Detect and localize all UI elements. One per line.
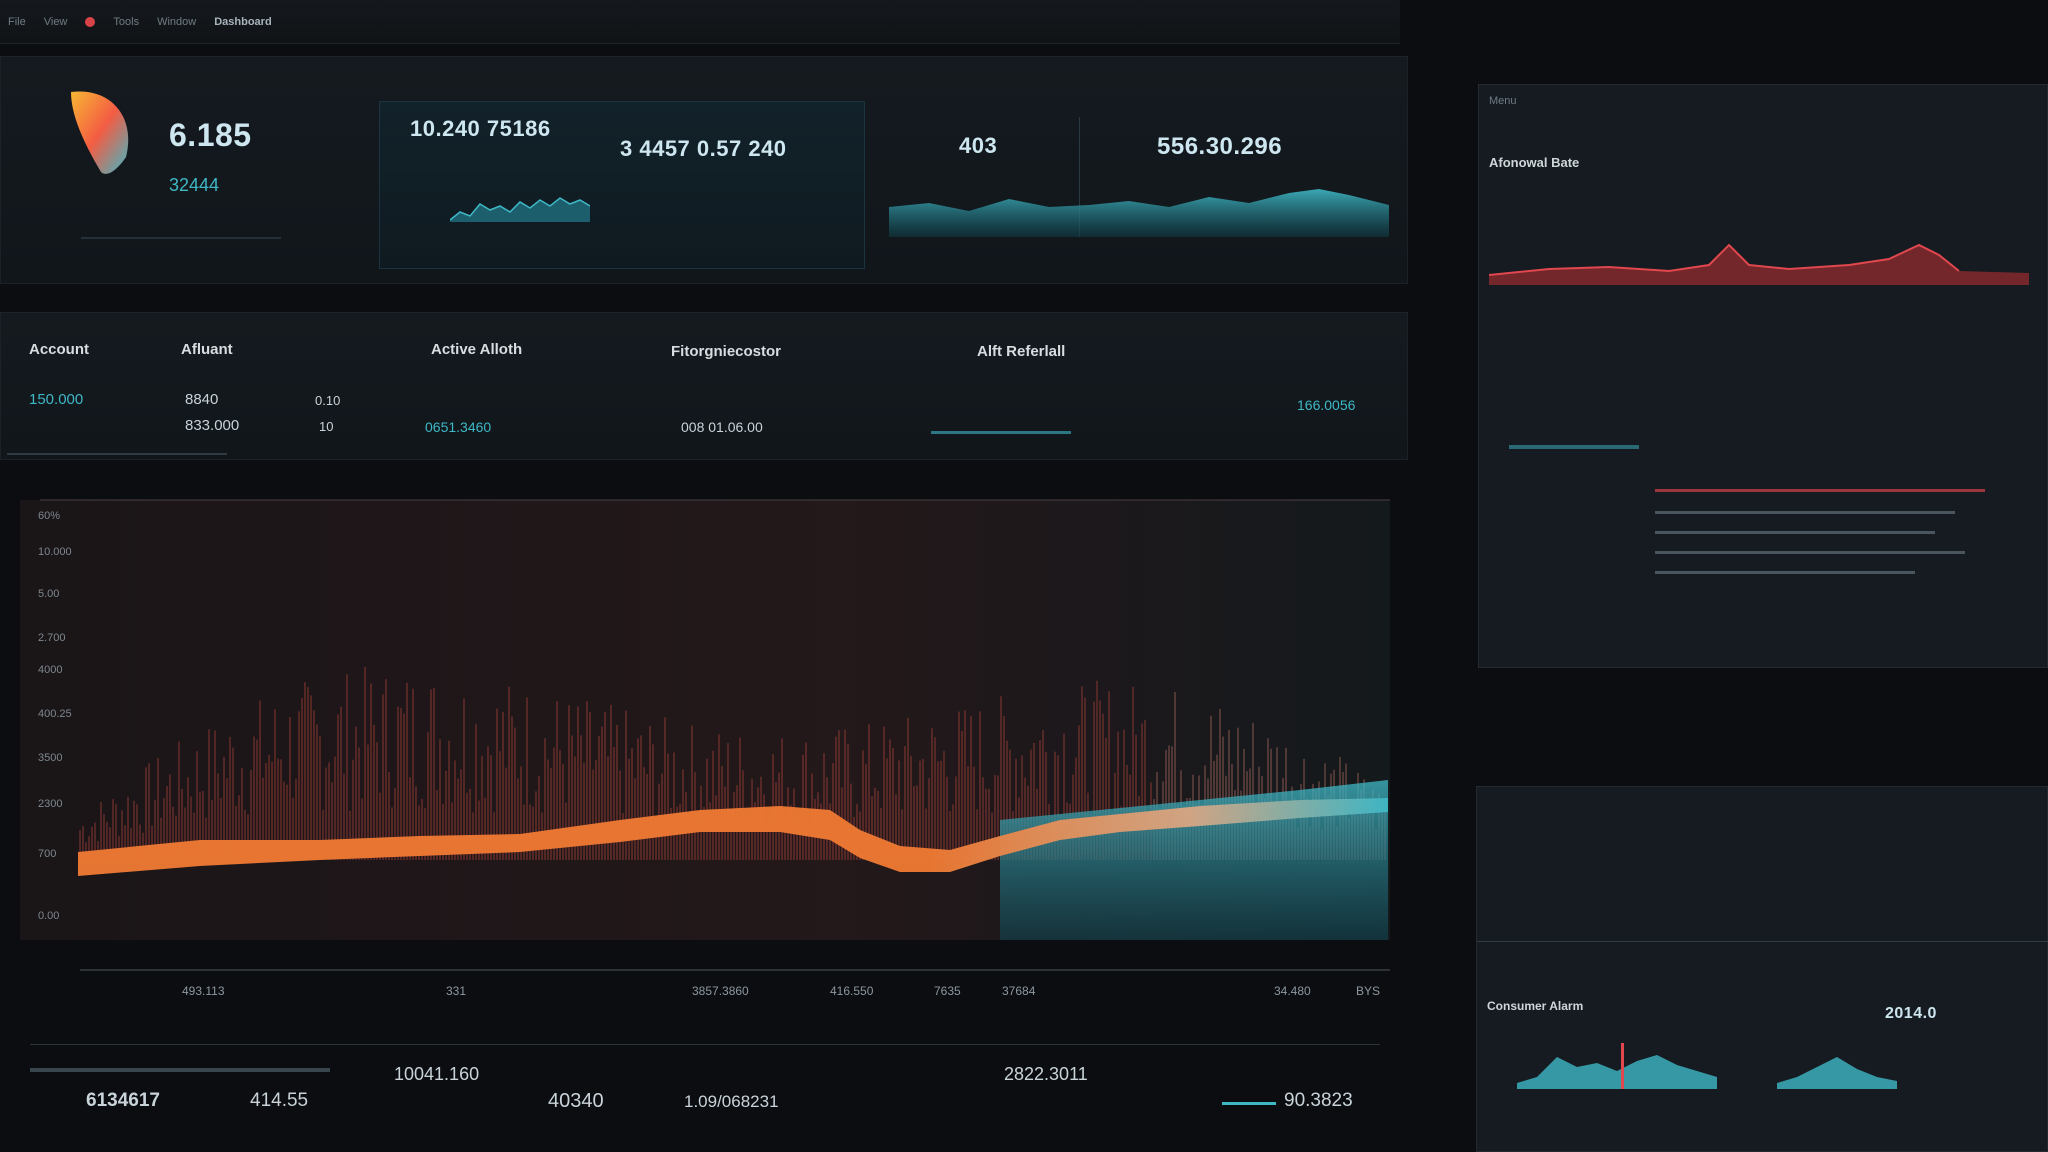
list-bar [1655,551,1965,554]
list-bar [1655,511,1955,514]
right-panel-bottom: Consumer Alarm 2014.0 [1476,786,2048,1152]
stat-value: 2822.3011 [1004,1064,1088,1084]
y-tick-label: 4000 [38,664,63,676]
y-tick-label: 2300 [38,798,63,810]
divider [30,1068,330,1072]
column-header[interactable]: Active Alloth [431,341,523,358]
kpi-4-value: 403 [959,133,998,158]
divider [1079,117,1080,237]
menu-tools[interactable]: Tools [113,15,140,28]
list-bar [1655,571,1915,574]
x-tick-label: 493.113 [182,984,225,998]
area-chart-svg [889,189,1389,237]
main-chart: 60% 10.000 5.00 2.700 4000 400.25 3500 2… [0,480,1408,1000]
legend-swatch [1222,1102,1276,1105]
kpi-1-sub: 32444 [169,175,220,195]
mini-area-charts [1517,1043,1897,1089]
kpi-1-value: 6.185 [169,117,252,153]
list-bar [1655,489,1985,492]
stat-value: 40340 [548,1090,604,1112]
divider [1477,941,2048,942]
stat-value: 1.09/068231 [684,1092,779,1111]
y-tick-label: 60% [38,510,61,522]
red-line-chart [1489,243,2029,285]
table-cell: 0.10 [315,393,341,408]
kpi-5-value: 556.30.296 [1157,133,1283,160]
y-tick-label: 2.700 [38,632,66,644]
top-toolbar: File View Tools Window Dashboard [0,0,1400,44]
table-cell: 8840 [185,391,219,408]
main-chart-svg [20,499,1390,971]
list-bar [1655,531,1935,534]
kpi-2-value: 10.240 75186 [410,116,551,141]
column-header[interactable]: Afluant [181,341,233,358]
panel-menu[interactable]: Menu [1489,95,1517,107]
x-tick-label: 34.480 [1274,984,1311,998]
x-tick-label: 331 [446,984,467,998]
stat-value: 6134617 [86,1090,160,1111]
divider [30,1044,1380,1045]
table-cell: 833.000 [185,417,240,434]
brand-logo-icon [61,87,141,187]
menu-file[interactable]: File [8,15,26,28]
y-tick-label: 3500 [38,752,63,764]
column-header[interactable]: Alft Referlall [977,343,1066,360]
column-header[interactable]: Account [29,341,89,358]
y-tick-label: 5.00 [38,588,60,600]
mini-sparkline [450,197,590,222]
y-tick-label: 700 [38,848,57,860]
x-tick-label: 37684 [1002,984,1036,998]
y-tick-label: 10.000 [38,546,72,558]
stat-value: 414.55 [250,1090,309,1111]
menu-window[interactable]: Window [157,15,197,28]
x-tick-label: 416.550 [830,984,874,998]
column-header[interactable]: Fitorgniecostor [671,343,782,360]
divider [7,453,227,455]
list-bar [1509,445,1639,449]
panel-subtitle: Consumer Alarm [1487,999,1584,1013]
menu-view[interactable]: View [43,15,68,28]
table-cell: 0651.3460 [425,419,492,435]
table-cell: 166.0056 [1297,397,1356,413]
record-indicator-icon [85,16,96,27]
x-tick-label: BYS [1356,984,1381,998]
y-tick-label: 0.00 [38,910,60,922]
table-cell: 150.000 [29,391,84,408]
table-cell: 10 [319,419,334,434]
progress-bar [931,431,1071,434]
right-panel-top: Menu Afonowal Bate [1478,84,2048,668]
stat-value: 90.3823 [1284,1090,1353,1111]
x-tick-label: 7635 [934,984,961,998]
kpi-3-value: 3 4457 0.57 240 [620,136,787,161]
y-tick-label: 400.25 [38,708,72,720]
kpi-area-chart: 403 556.30.296 [889,117,1389,267]
table-cell: 008 01.06.00 [681,419,763,435]
panel-title: Afonowal Bate [1489,155,1580,170]
bottom-stats: 10041.160 2822.3011 6134617 414.55 40340… [0,1034,1408,1152]
kpi-panel: 6.185 32444 10.240 75186 3 4457 0.57 240… [0,56,1408,284]
data-table: Account Afluant Active Alloth Fitorgniec… [0,312,1408,460]
kpi-group-2: 10.240 75186 3 4457 0.57 240 [379,101,865,269]
panel-value: 2014.0 [1885,1005,1937,1022]
x-tick-label: 3857.3860 [692,984,749,998]
page-title: Dashboard [214,15,272,28]
stat-value: 10041.160 [394,1064,480,1084]
divider [81,237,281,239]
